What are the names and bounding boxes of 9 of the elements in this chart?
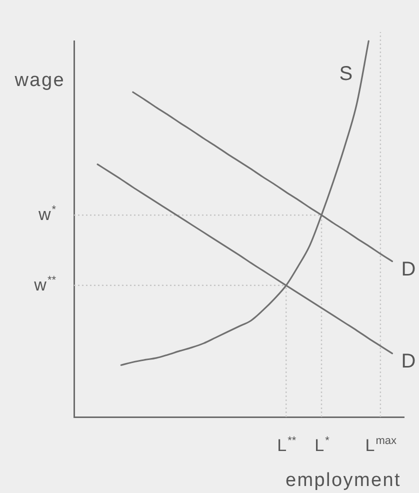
y-axis-title: wage <box>14 70 65 91</box>
ref-line-label: w** <box>33 274 57 294</box>
x-tick-label: L** <box>277 434 297 455</box>
series-label: D <box>401 350 416 372</box>
series-label: S <box>339 63 353 85</box>
x-tick-label: L* <box>314 434 330 455</box>
series-label: D <box>401 258 416 280</box>
x-axis-title: employment <box>286 470 401 491</box>
ref-line-label: w* <box>37 204 57 224</box>
